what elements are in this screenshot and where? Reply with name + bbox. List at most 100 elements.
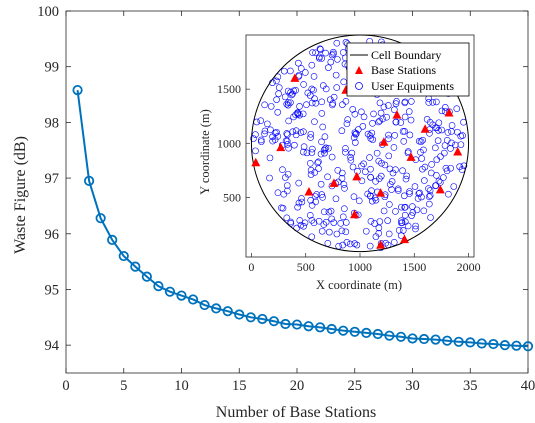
user-equipment-point — [307, 130, 315, 138]
user-equipment-point — [392, 166, 399, 173]
inset-x-tick-label: 500 — [297, 260, 315, 274]
user-equipment-point — [330, 219, 338, 226]
user-equipment-point — [427, 214, 434, 221]
user-equipment-point — [325, 144, 332, 152]
user-equipment-point — [322, 218, 330, 226]
user-equipment-point — [340, 181, 348, 188]
y-axis-label: Waste Figure (dB) — [12, 136, 29, 254]
user-equipment-point — [358, 108, 365, 116]
user-equipment-point — [398, 217, 405, 225]
user-equipment-point — [330, 93, 338, 101]
user-equipment-point — [328, 51, 336, 59]
user-equipment-point — [445, 190, 452, 198]
user-equipment-point — [385, 135, 392, 143]
user-equipment-point — [377, 109, 385, 117]
user-equipment-point — [453, 105, 461, 112]
user-equipment-point — [303, 101, 310, 108]
user-equipment-point — [285, 117, 292, 125]
user-equipment-point — [320, 146, 328, 154]
user-equipment-point — [284, 170, 292, 178]
user-equipment-point — [312, 99, 320, 107]
user-equipment-point — [264, 120, 271, 128]
user-equipment-point — [419, 136, 427, 144]
user-equipment-point — [450, 183, 458, 190]
user-equipment-point — [295, 59, 302, 67]
base-station-marker — [352, 171, 362, 181]
user-equipment-point — [250, 135, 257, 142]
data-point — [418, 333, 430, 345]
y-tick-label: 95 — [45, 282, 60, 298]
base-station-marker — [251, 157, 261, 167]
user-equipment-point — [280, 190, 288, 198]
user-equipment-point — [308, 233, 316, 241]
user-equipment-point — [333, 230, 341, 238]
data-point — [488, 338, 499, 350]
user-equipment-point — [376, 117, 384, 125]
user-equipment-point — [333, 39, 341, 47]
user-equipment-point — [351, 240, 359, 247]
user-equipment-point — [447, 164, 454, 172]
user-equipment-point — [426, 130, 433, 137]
user-equipment-point — [333, 84, 341, 91]
x-tick-label: 15 — [232, 378, 247, 394]
legend-cell-boundary-label: Cell Boundary — [371, 48, 441, 62]
user-equipment-point — [271, 136, 279, 143]
user-equipment-point — [308, 99, 316, 107]
user-equipment-point — [308, 61, 316, 69]
user-equipment-point — [378, 159, 385, 167]
user-equipment-point — [300, 143, 308, 150]
x-tick-label: 10 — [174, 378, 189, 394]
data-point — [395, 331, 407, 342]
data-point — [211, 303, 222, 314]
cell-boundary — [250, 34, 470, 253]
user-equipment-point — [421, 163, 429, 171]
user-equipment-point — [304, 89, 312, 97]
user-equipment-point — [386, 201, 393, 208]
user-equipment-point — [338, 175, 346, 182]
user-equipment-point — [261, 127, 269, 135]
data-point — [338, 325, 349, 336]
user-equipment-point — [300, 81, 307, 88]
user-equipment-point — [283, 137, 291, 145]
base-station-marker — [400, 234, 410, 244]
user-equipment-point — [322, 144, 330, 152]
user-equipment-point — [308, 149, 316, 156]
data-point — [280, 318, 291, 330]
user-equipment-point — [359, 123, 367, 130]
user-equipment-point — [266, 154, 274, 162]
base-station-marker — [406, 152, 416, 161]
user-equipment-point — [343, 120, 351, 127]
user-equipment-point — [393, 97, 400, 105]
user-equipment-point — [435, 119, 443, 127]
user-equipment-point — [367, 217, 375, 225]
user-equipment-point — [257, 136, 265, 144]
user-equipment-point — [426, 187, 434, 194]
user-equipment-point — [294, 203, 301, 211]
user-equipment-point — [267, 103, 275, 110]
user-equipment-point — [420, 207, 428, 215]
data-point — [291, 319, 303, 330]
user-equipment-point — [327, 58, 335, 66]
user-equipment-point — [300, 128, 307, 135]
user-equipment-point — [426, 192, 434, 199]
data-point — [499, 340, 510, 351]
user-equipment-point — [311, 95, 318, 103]
user-equipment-point — [358, 177, 366, 185]
user-equipment-point — [398, 203, 405, 211]
user-equipment-point — [325, 64, 332, 71]
user-equipment-point — [332, 195, 340, 203]
user-equipment-point — [292, 111, 299, 119]
user-equipment-point — [381, 161, 389, 169]
user-equipment-point — [321, 145, 329, 153]
user-equipment-point — [401, 192, 408, 200]
inset-x-axis-label: X coordinate (m) — [316, 278, 402, 292]
user-equipment-point — [382, 239, 389, 247]
legend-user-equipments-label: User Equipments — [371, 79, 454, 93]
user-equipment-point — [426, 119, 434, 126]
legend-base-stations-label: Base Stations — [371, 63, 436, 77]
inset-y-tick-label: 500 — [223, 190, 241, 204]
user-equipment-point — [418, 193, 425, 201]
user-equipment-point — [298, 198, 306, 206]
data-point — [199, 299, 210, 311]
user-equipment-point — [402, 175, 410, 183]
